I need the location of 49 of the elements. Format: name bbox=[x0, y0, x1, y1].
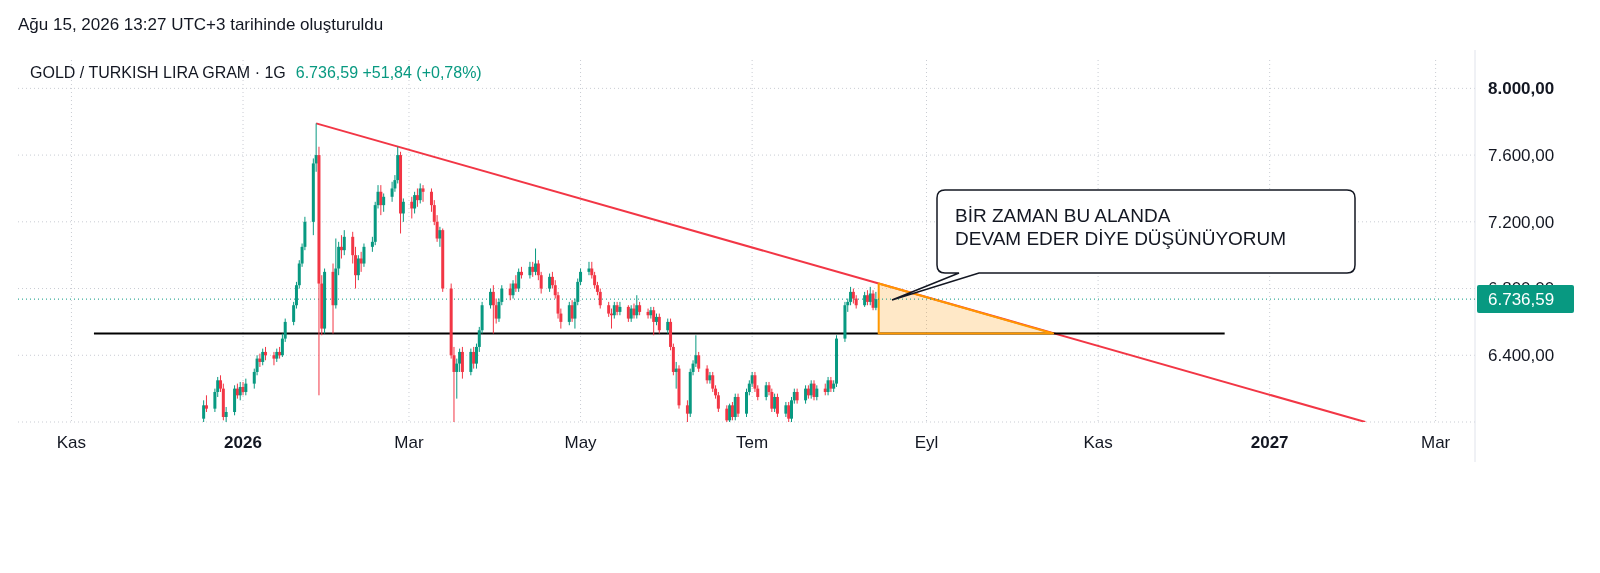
x-tick-label: 2026 bbox=[224, 433, 262, 452]
y-tick-label: 8.000,00 bbox=[1488, 79, 1555, 99]
x-tick-label: Eyl bbox=[914, 433, 939, 452]
x-tick-label: 2027 bbox=[1250, 433, 1289, 452]
candlestick bbox=[339, 234, 343, 260]
candlestick bbox=[418, 182, 422, 204]
candlestick bbox=[401, 197, 405, 223]
annotation: BİR ZAMAN BU ALANDA DEVAM EDER DİYE DÜŞÜNÜYORUM bbox=[955, 205, 1287, 249]
candlestick bbox=[379, 184, 383, 216]
candlestick bbox=[736, 393, 740, 418]
candlestick bbox=[567, 301, 571, 326]
y-tick-label: 7.200,00 bbox=[1488, 212, 1555, 232]
candlestick bbox=[618, 301, 622, 316]
candlestick bbox=[410, 196, 414, 219]
candlestick bbox=[733, 393, 737, 421]
candlestick bbox=[258, 353, 262, 368]
y-tick-label: 6.400,00 bbox=[1488, 346, 1555, 366]
x-tick-label: Mar bbox=[394, 433, 424, 452]
candlestick bbox=[773, 393, 777, 413]
chart-subtitle: 6.736,59 +51,84 (+0,78%) bbox=[295, 64, 482, 81]
candlestick bbox=[685, 399, 689, 422]
x-tick-label: Kas bbox=[1083, 433, 1113, 452]
candlestick bbox=[413, 191, 417, 214]
x-tick-label: May bbox=[564, 433, 598, 452]
x-tick-label: Tem bbox=[736, 433, 769, 452]
candlestick bbox=[202, 399, 206, 422]
candlestick bbox=[469, 348, 473, 376]
ref-line-label: 6.736,59 bbox=[1488, 290, 1555, 310]
candlestick bbox=[587, 261, 591, 276]
candlestick bbox=[697, 351, 701, 373]
candlestick bbox=[460, 346, 464, 380]
candlestick bbox=[421, 184, 425, 203]
candlestick bbox=[764, 381, 768, 401]
candlestick bbox=[632, 303, 636, 320]
candlestick bbox=[775, 393, 779, 418]
y-tick-label: 7.600,00 bbox=[1488, 146, 1555, 166]
text: Ağu 15, 2026 13:27 UTC+3 tarihinde oluşturuldu bbox=[18, 15, 384, 34]
candlestick bbox=[272, 351, 276, 366]
candlestick bbox=[514, 274, 518, 293]
chart-title: GOLD / TURKISH LIRA GRAM · 1G bbox=[30, 64, 286, 81]
x-tick-label: Kas bbox=[56, 433, 87, 452]
candlestick bbox=[224, 406, 228, 422]
candlestick bbox=[438, 226, 442, 248]
candlestick bbox=[708, 371, 712, 385]
candlestick bbox=[342, 229, 346, 256]
candlestick bbox=[382, 192, 386, 213]
candlestick bbox=[491, 284, 495, 335]
candlestick bbox=[362, 243, 366, 268]
x-tick-label: Mar bbox=[1420, 433, 1451, 452]
